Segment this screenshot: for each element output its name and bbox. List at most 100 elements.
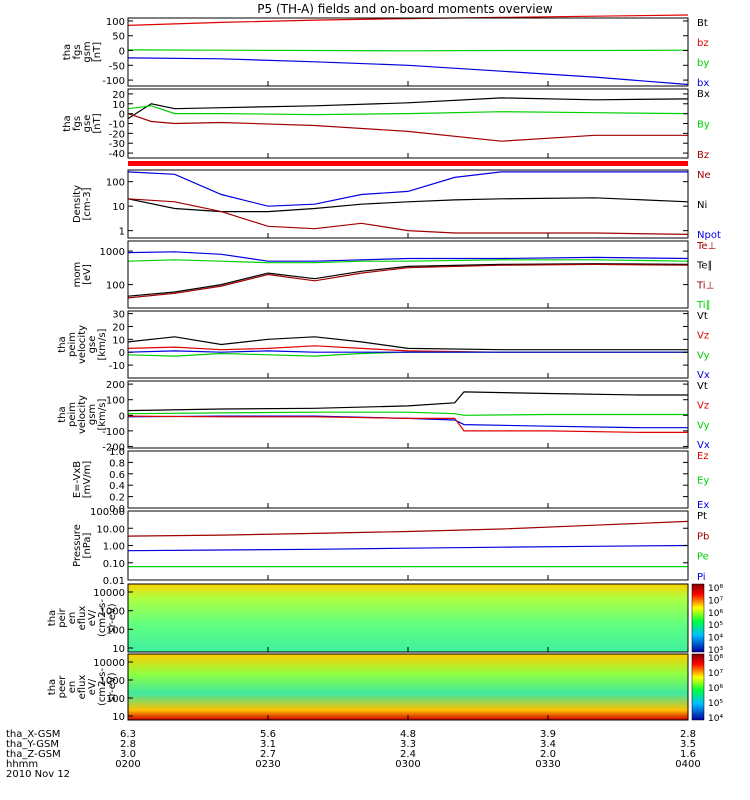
legend-label-Vz: Vz	[697, 401, 709, 412]
y-tick-label: 1000	[100, 247, 125, 258]
y-tick-label: 0.2	[109, 493, 125, 504]
x-axis-value: 0300	[395, 759, 420, 770]
colorbar-tick-label: 10⁵	[708, 699, 723, 709]
legend-label-bz: bz	[697, 38, 709, 49]
y-tick-label: 0.8	[109, 458, 125, 469]
y-axis-label: tha	[62, 44, 73, 60]
legend-label-Ti⊥: Ti⊥	[696, 280, 714, 291]
series-line-Bz	[127, 113, 688, 142]
colorbar-tick-label: 10⁴	[708, 634, 723, 644]
heatmap-image	[128, 584, 688, 652]
y-axis-label: (cm2-s-	[97, 668, 108, 706]
panel-frame	[127, 310, 689, 379]
series-line-Vt	[127, 391, 688, 412]
panel-8: 100.00 10.00 1.00 0.10 0.01 Pt Pb Pe Pi Pressure[…	[72, 507, 709, 587]
x-axis-value: 3.4	[540, 739, 556, 750]
y-axis-label: eV/	[87, 678, 98, 695]
legend-label-by: by	[697, 58, 709, 69]
y-axis-label: [km/s]	[97, 328, 108, 360]
y-tick-label: -100	[102, 76, 125, 87]
legend-label-Pt: Pt	[697, 511, 707, 522]
y-tick-label: -50	[109, 61, 125, 72]
y-tick-label: -20	[109, 129, 125, 140]
y-axis-label: [km/s]	[97, 398, 108, 430]
y-tick-label: -10	[109, 361, 125, 372]
series-line-Vx	[127, 350, 688, 353]
colorbar-tick-label: 10⁷	[708, 596, 723, 606]
y-axis-label: Density	[72, 185, 83, 223]
legend-label-Npot: Npot	[697, 230, 721, 241]
y-tick-label: -200	[102, 442, 125, 453]
x-axis-value: 3.9	[540, 729, 556, 740]
x-axis-value: 0200	[115, 759, 140, 770]
y-axis-label: sr-eV)	[107, 672, 118, 701]
y-tick-label: 30	[112, 310, 125, 321]
y-axis-label: [nT]	[92, 42, 103, 62]
y-tick-label: 10	[112, 712, 125, 723]
series-line-Vy	[127, 411, 688, 416]
y-tick-label: 100	[106, 625, 125, 636]
panel-3: 100 10 1 Ne Ni Npot Density [cm-3]	[72, 169, 721, 241]
y-tick-label: 100	[106, 694, 125, 705]
series-line-Ne	[127, 198, 689, 235]
legend-label-Vx: Vx	[697, 370, 710, 381]
colorbar-tick-label: 10⁷	[708, 669, 723, 679]
legend-label-Ex: Ex	[697, 500, 709, 511]
y-axis-label: tha	[47, 610, 58, 626]
series-line-Te∥	[127, 263, 689, 297]
y-axis-label: gse	[87, 336, 98, 354]
legend-label-Pe: Pe	[697, 552, 709, 563]
panel-frame	[127, 17, 689, 87]
x-axis-value: 2.0	[540, 749, 556, 760]
y-axis-label: peer	[57, 675, 68, 699]
series-line-Ti⊥	[127, 251, 689, 262]
y-axis-label: eflux	[77, 675, 88, 700]
colorbar-tick-label: 10³	[708, 646, 723, 656]
series-line-bx	[127, 57, 689, 86]
legend-label-Te∥: Te∥	[696, 261, 713, 272]
y-axis-label: peim	[67, 332, 78, 357]
separator-bar	[128, 161, 688, 166]
series-line-by	[127, 49, 689, 52]
y-tick-label: 10000	[93, 658, 125, 669]
x-axis-value: 6.3	[120, 729, 136, 740]
y-axis-label: velocity	[77, 395, 88, 434]
y-tick-label: 1.0	[109, 447, 125, 458]
figure-title: P5 (TH-A) fields and on-board moments ov…	[257, 2, 553, 16]
y-axis-label: sr-eV)	[107, 603, 118, 632]
y-axis-label: Pressure	[72, 524, 83, 567]
legend-label-Bx: Bx	[697, 89, 710, 100]
y-tick-label: 10	[112, 644, 125, 655]
legend-label-Vt: Vt	[697, 311, 708, 322]
series-line-By	[127, 105, 689, 116]
series-line-Vz	[127, 415, 688, 433]
legend-label-Bz: Bz	[697, 150, 709, 161]
y-tick-label: 0.6	[109, 470, 125, 481]
y-axis-label: [cm-3]	[82, 187, 93, 220]
y-tick-label: 0	[119, 348, 125, 359]
y-tick-label: 10000	[93, 588, 125, 599]
y-tick-label: 1	[119, 227, 125, 238]
panel-frame	[127, 240, 689, 309]
legend-label-Vz: Vz	[697, 331, 709, 342]
y-tick-label: 1000	[100, 676, 125, 687]
y-axis-label: [nT]	[92, 113, 103, 133]
y-tick-label: 0	[119, 110, 125, 121]
x-axis-value: 0230	[255, 759, 280, 770]
series-line-Vx	[127, 415, 688, 429]
legend-label-Ni: Ni	[697, 200, 707, 211]
panel-4: 1000 100 Te⊥ Te∥ Ti⊥ Ti∥ mom [eV]	[72, 240, 716, 311]
legend-label-Pi: Pi	[697, 572, 706, 583]
heatmap-image	[128, 654, 688, 720]
x-axis-row-label: tha_Y-GSM	[6, 739, 59, 750]
x-axis-row-label: tha_X-GSM	[6, 729, 60, 740]
y-tick-label: 20	[112, 90, 125, 101]
y-tick-label: 100	[106, 281, 125, 292]
x-axis-value: 4.8	[400, 729, 416, 740]
colorbar-tick-label: 10⁶	[708, 609, 723, 619]
legend-label-Ey: Ey	[697, 476, 709, 487]
x-axis-value: 2.7	[260, 749, 276, 760]
y-tick-label: 20	[112, 322, 125, 333]
